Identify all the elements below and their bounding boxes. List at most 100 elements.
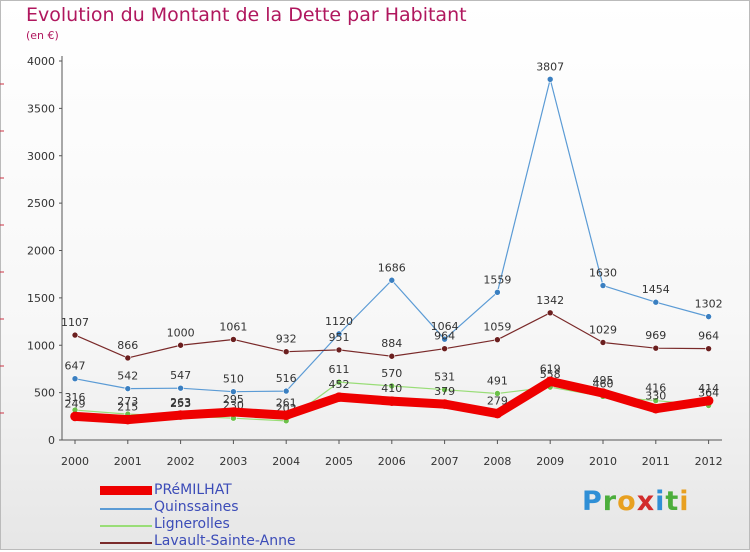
data-point-quinssaines — [494, 288, 501, 296]
data-point-lignerolles — [388, 382, 396, 390]
logo-letter: o — [617, 486, 637, 517]
chart-axes: 0 500 1000 1500 2000 2500 3000 3500 4000 2000 2001… — [0, 55, 723, 468]
y-tick-label: 3000 — [27, 150, 55, 163]
data-label-lignerolles: 273 — [117, 395, 138, 408]
x-tick-label: 2004 — [272, 455, 300, 468]
data-point-quinssaines — [599, 282, 607, 289]
y-tick-label: 2500 — [27, 197, 55, 210]
data-point-lavault-sainte-anne — [705, 345, 712, 352]
data-label-lavault-sainte-anne: 951 — [329, 331, 350, 344]
data-label-lignerolles: 253 — [170, 397, 191, 410]
data-label-lavault-sainte-anne: 932 — [276, 333, 297, 346]
legend-label-lavault-sainte-anne: Lavault-Sainte-Anne — [154, 533, 296, 549]
data-label-pr-milhat: 295 — [223, 393, 244, 406]
chart-subtitle: (en €) — [26, 29, 59, 42]
data-point-lavault-sainte-anne — [124, 354, 132, 362]
data-label-lavault-sainte-anne: 1059 — [483, 321, 511, 334]
data-label-quinssaines: 647 — [65, 360, 86, 373]
data-label-lavault-sainte-anne: 969 — [645, 329, 666, 342]
data-point-quinssaines — [71, 375, 79, 382]
legend-swatch-premilhat — [100, 486, 152, 495]
logo-letter: i — [655, 486, 666, 517]
data-point-lavault-sainte-anne — [282, 348, 290, 355]
data-point-quinssaines — [282, 387, 290, 395]
data-point-pr-milhat — [545, 376, 556, 387]
data-label-pr-milhat: 495 — [593, 374, 614, 387]
logo-letter: i — [679, 486, 690, 517]
data-point-quinssaines — [177, 384, 184, 392]
data-label-lavault-sainte-anne: 1061 — [219, 320, 247, 333]
y-tick-label: 1500 — [27, 292, 55, 305]
data-label-quinssaines: 547 — [170, 369, 191, 382]
x-tick-label: 2006 — [378, 455, 406, 468]
data-label-quinssaines: 1120 — [325, 315, 353, 328]
chart-title: Evolution du Montant de la Dette par Hab… — [26, 4, 467, 26]
data-point-quinssaines — [546, 75, 554, 83]
data-label-lavault-sainte-anne: 1000 — [167, 326, 195, 339]
data-label-pr-milhat: 452 — [329, 378, 350, 391]
data-label-lignerolles: 416 — [645, 382, 666, 395]
y-tick-label: 3500 — [27, 102, 55, 115]
data-label-lignerolles: 531 — [434, 371, 455, 384]
data-label-pr-milhat: 410 — [381, 382, 402, 395]
data-label-lignerolles: 316 — [65, 391, 86, 404]
data-point-quinssaines — [388, 276, 396, 284]
legend-swatch-lavault-sainte-anne — [100, 542, 152, 544]
data-label-pr-milhat: 215 — [117, 401, 138, 414]
data-label-pr-milhat: 619 — [540, 362, 561, 375]
data-point-pr-milhat — [598, 388, 608, 398]
data-point-quinssaines — [705, 313, 712, 320]
data-point-lignerolles — [335, 378, 343, 386]
data-label-quinssaines: 1630 — [589, 267, 617, 280]
data-point-lignerolles — [652, 397, 660, 404]
x-tick-label: 2000 — [61, 455, 89, 468]
data-label-lignerolles: 460 — [593, 377, 614, 390]
data-point-lignerolles — [441, 386, 448, 393]
data-label-lavault-sainte-anne: 1029 — [589, 324, 617, 337]
data-label-pr-milhat: 330 — [645, 390, 666, 403]
data-label-pr-milhat: 379 — [434, 385, 455, 398]
x-tick-label: 2009 — [536, 455, 564, 468]
data-label-quinssaines: 1454 — [642, 283, 670, 296]
data-point-pr-milhat — [334, 392, 344, 402]
data-label-quinssaines: 1064 — [431, 320, 459, 333]
data-label-pr-milhat: 261 — [276, 396, 297, 409]
data-point-lignerolles — [494, 390, 501, 397]
data-label-quinssaines: 1559 — [483, 273, 511, 286]
x-tick-label: 2012 — [695, 455, 723, 468]
data-label-lavault-sainte-anne: 964 — [698, 330, 719, 343]
data-label-lavault-sainte-anne: 866 — [117, 339, 138, 352]
data-label-lavault-sainte-anne: 1107 — [61, 316, 89, 329]
data-point-lavault-sainte-anne — [441, 345, 448, 352]
data-point-lavault-sainte-anne — [388, 352, 396, 360]
data-label-lavault-sainte-anne: 1342 — [536, 294, 564, 307]
x-tick-label: 2001 — [114, 455, 142, 468]
data-point-lavault-sainte-anne — [335, 346, 343, 354]
data-point-lavault-sainte-anne — [494, 336, 501, 343]
data-label-quinssaines: 516 — [276, 372, 297, 385]
data-label-lignerolles: 611 — [329, 363, 350, 376]
data-point-pr-milhat — [228, 407, 239, 417]
y-tick-label: 2000 — [27, 245, 55, 258]
legend-swatch-quinssaines — [100, 508, 152, 510]
data-point-quinssaines — [652, 298, 660, 306]
x-tick-label: 2007 — [431, 455, 459, 468]
logo-letter: r — [602, 486, 618, 517]
data-label-quinssaines: 3807 — [536, 60, 564, 73]
data-label-pr-milhat: 279 — [487, 395, 508, 408]
x-tick-label: 2005 — [325, 455, 353, 468]
logo-letter: x — [636, 486, 656, 517]
proxiti-logo: Proxiti — [582, 486, 690, 517]
data-point-quinssaines — [441, 335, 448, 343]
logo-letter: P — [582, 486, 603, 517]
y-tick-label: 0 — [48, 434, 55, 447]
data-point-lavault-sainte-anne — [652, 344, 660, 352]
data-point-quinssaines — [124, 385, 132, 392]
data-label-quinssaines: 542 — [117, 370, 138, 383]
data-point-pr-milhat — [281, 410, 292, 421]
data-point-lavault-sainte-anne — [71, 331, 79, 339]
y-tick-label: 500 — [34, 387, 55, 400]
data-label-lavault-sainte-anne: 884 — [381, 337, 402, 350]
data-point-lavault-sainte-anne — [177, 341, 184, 349]
data-point-pr-milhat — [439, 399, 450, 409]
